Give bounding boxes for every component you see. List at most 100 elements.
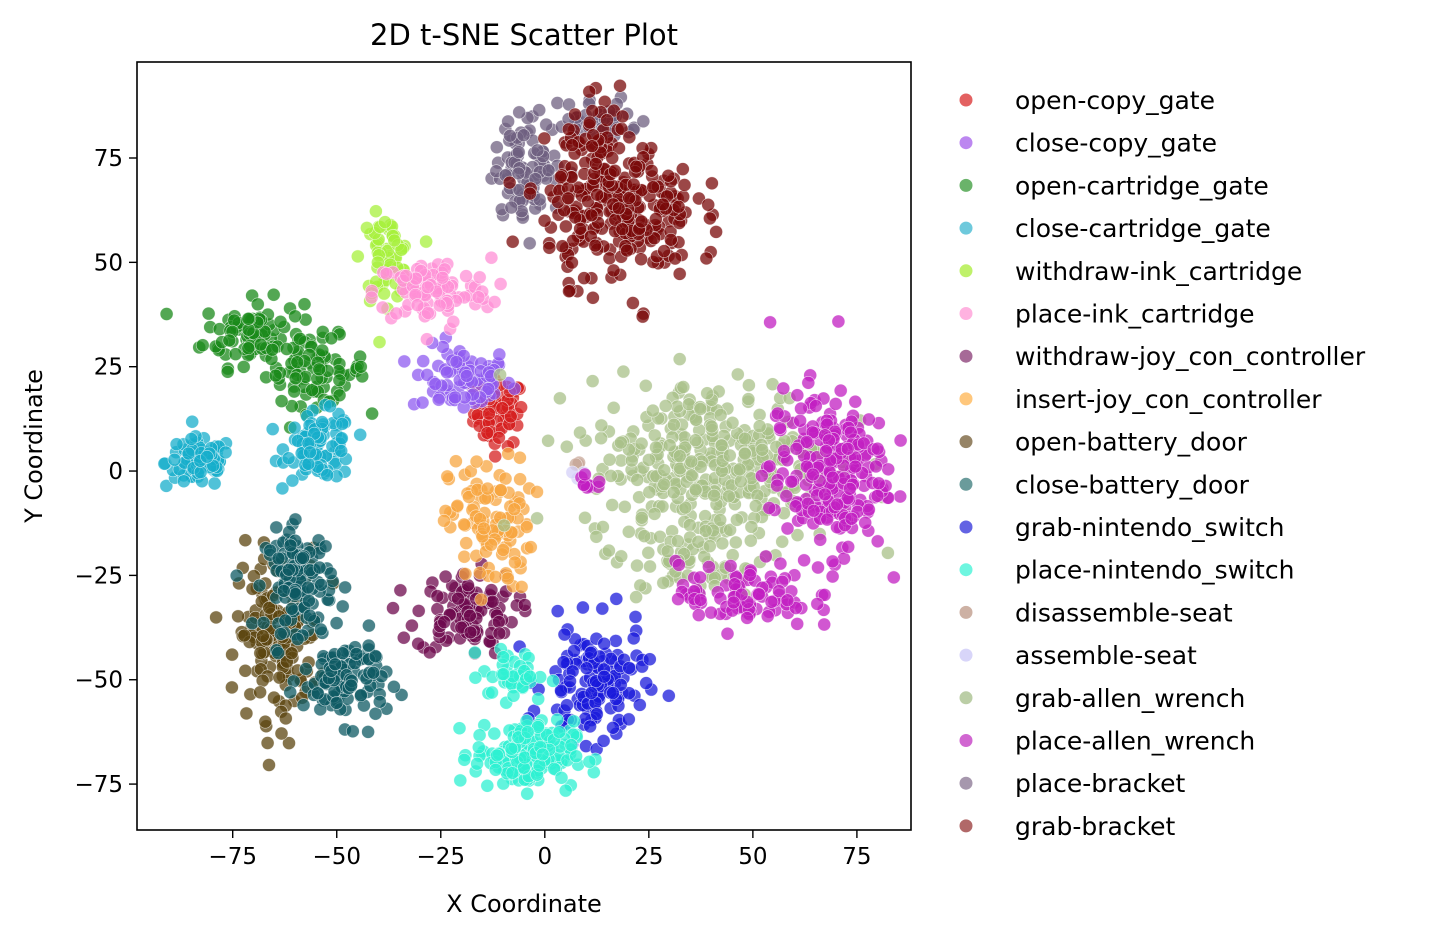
scatter-point-2: [220, 364, 235, 379]
scatter-point-10: [608, 634, 623, 648]
scatter-point-15: [770, 406, 785, 421]
scatter-point-17: [615, 109, 630, 124]
scatter-point-8: [282, 736, 296, 750]
scatter-point-17: [677, 178, 692, 192]
scatter-point-6: [393, 583, 408, 598]
scatter-point-14: [667, 417, 681, 432]
scatter-point-17: [622, 130, 637, 145]
scatter-point-9: [283, 685, 298, 700]
scatter-point-16: [532, 103, 547, 117]
scatter-point-10: [597, 669, 611, 684]
scatter-point-14: [493, 367, 507, 382]
scatter-point-15: [862, 502, 876, 517]
scatter-point-17: [608, 164, 622, 178]
scatter-point-8: [262, 600, 277, 615]
scatter-point-1: [397, 354, 412, 369]
scatter-point-10: [606, 686, 620, 700]
scatter-point-14: [688, 482, 703, 497]
scatter-point-16: [522, 236, 537, 251]
scatter-point-17: [646, 180, 660, 194]
scatter-point-11: [567, 714, 581, 729]
scatter-point-9: [301, 580, 315, 595]
scatter-point-11: [582, 754, 597, 769]
scatter-point-17: [672, 267, 687, 281]
scatter-point-17: [590, 187, 605, 202]
scatter-point-7: [514, 580, 529, 594]
scatter-point-8: [253, 646, 268, 660]
scatter-point-8: [274, 726, 289, 741]
scatter-point-11: [490, 748, 504, 763]
scatter-point-17: [606, 263, 621, 278]
scatter-point-6: [411, 604, 426, 618]
scatter-point-14: [594, 431, 608, 446]
scatter-point-2: [241, 311, 256, 326]
scatter-point-15: [871, 476, 886, 491]
scatter-point-14: [637, 529, 652, 543]
scatter-point-2: [290, 355, 305, 370]
scatter-point-17: [626, 296, 640, 310]
scatter-point-14: [693, 402, 708, 416]
scatter-point-7: [437, 513, 451, 528]
scatter-point-2: [236, 360, 251, 374]
scatter-point-15: [801, 375, 816, 390]
scatter-point-15: [833, 383, 848, 398]
scatter-point-15: [830, 497, 845, 512]
y-tick-label: −25: [74, 563, 123, 589]
scatter-point-2: [332, 373, 347, 388]
scatter-point-2: [250, 297, 265, 312]
scatter-point-14: [585, 374, 600, 388]
scatter-point-9: [278, 613, 293, 628]
scatter-point-17: [568, 107, 582, 122]
scatter-point-11: [485, 685, 499, 700]
scatter-point-2: [288, 309, 302, 324]
scatter-point-14: [672, 352, 687, 366]
scatter-point-17: [605, 151, 620, 165]
scatter-point-15: [831, 314, 846, 329]
scatter-point-2: [228, 347, 243, 361]
scatter-point-15: [799, 435, 814, 449]
scatter-point-5: [493, 277, 508, 291]
scatter-point-15: [820, 512, 835, 527]
scatter-point-9: [329, 696, 344, 710]
scatter-point-2: [324, 331, 339, 346]
scatter-point-15: [806, 467, 820, 482]
scatter-point-2: [222, 333, 237, 348]
scatter-point-4: [419, 234, 433, 249]
scatter-point-14: [604, 469, 618, 483]
scatter-point-15: [808, 399, 823, 413]
scatter-point-14: [646, 403, 660, 418]
scatter-point-14: [688, 433, 703, 448]
scatter-point-9: [290, 632, 305, 646]
scatter-point-9: [349, 647, 364, 661]
scatter-point-17: [585, 104, 600, 118]
scatter-point-1: [481, 382, 496, 396]
scatter-point-17: [635, 309, 650, 324]
scatter-point-6: [461, 578, 475, 593]
scatter-point-15: [704, 605, 718, 620]
scatter-point-3: [301, 457, 316, 471]
scatter-point-15: [825, 470, 840, 485]
scatter-point-17: [573, 222, 587, 236]
scatter-point-10: [628, 610, 643, 624]
scatter-point-14: [605, 498, 620, 512]
scatter-point-15: [770, 478, 784, 493]
scatter-point-15: [776, 381, 791, 396]
scatter-point-17: [644, 164, 659, 178]
scatter-point-2: [274, 394, 289, 408]
scatter-point-17: [588, 238, 603, 253]
scatter-point-6: [396, 630, 411, 645]
scatter-point-14: [743, 533, 758, 548]
scatter-point-7: [450, 498, 465, 513]
x-tick-label: −25: [417, 844, 466, 870]
scatter-point-10: [560, 698, 574, 713]
scatter-point-11: [547, 761, 561, 776]
scatter-point-7: [449, 454, 463, 469]
scatter-point-14: [647, 507, 662, 521]
scatter-point-14: [742, 378, 756, 393]
scatter-point-11: [496, 667, 511, 681]
legend: open-copy_gate close-copy_gate open-cartri…: [959, 86, 1366, 841]
scatter-point-5: [487, 295, 502, 309]
scatter-point-7: [519, 520, 534, 534]
scatter-point-14: [702, 539, 717, 553]
scatter-point-15: [886, 570, 901, 585]
